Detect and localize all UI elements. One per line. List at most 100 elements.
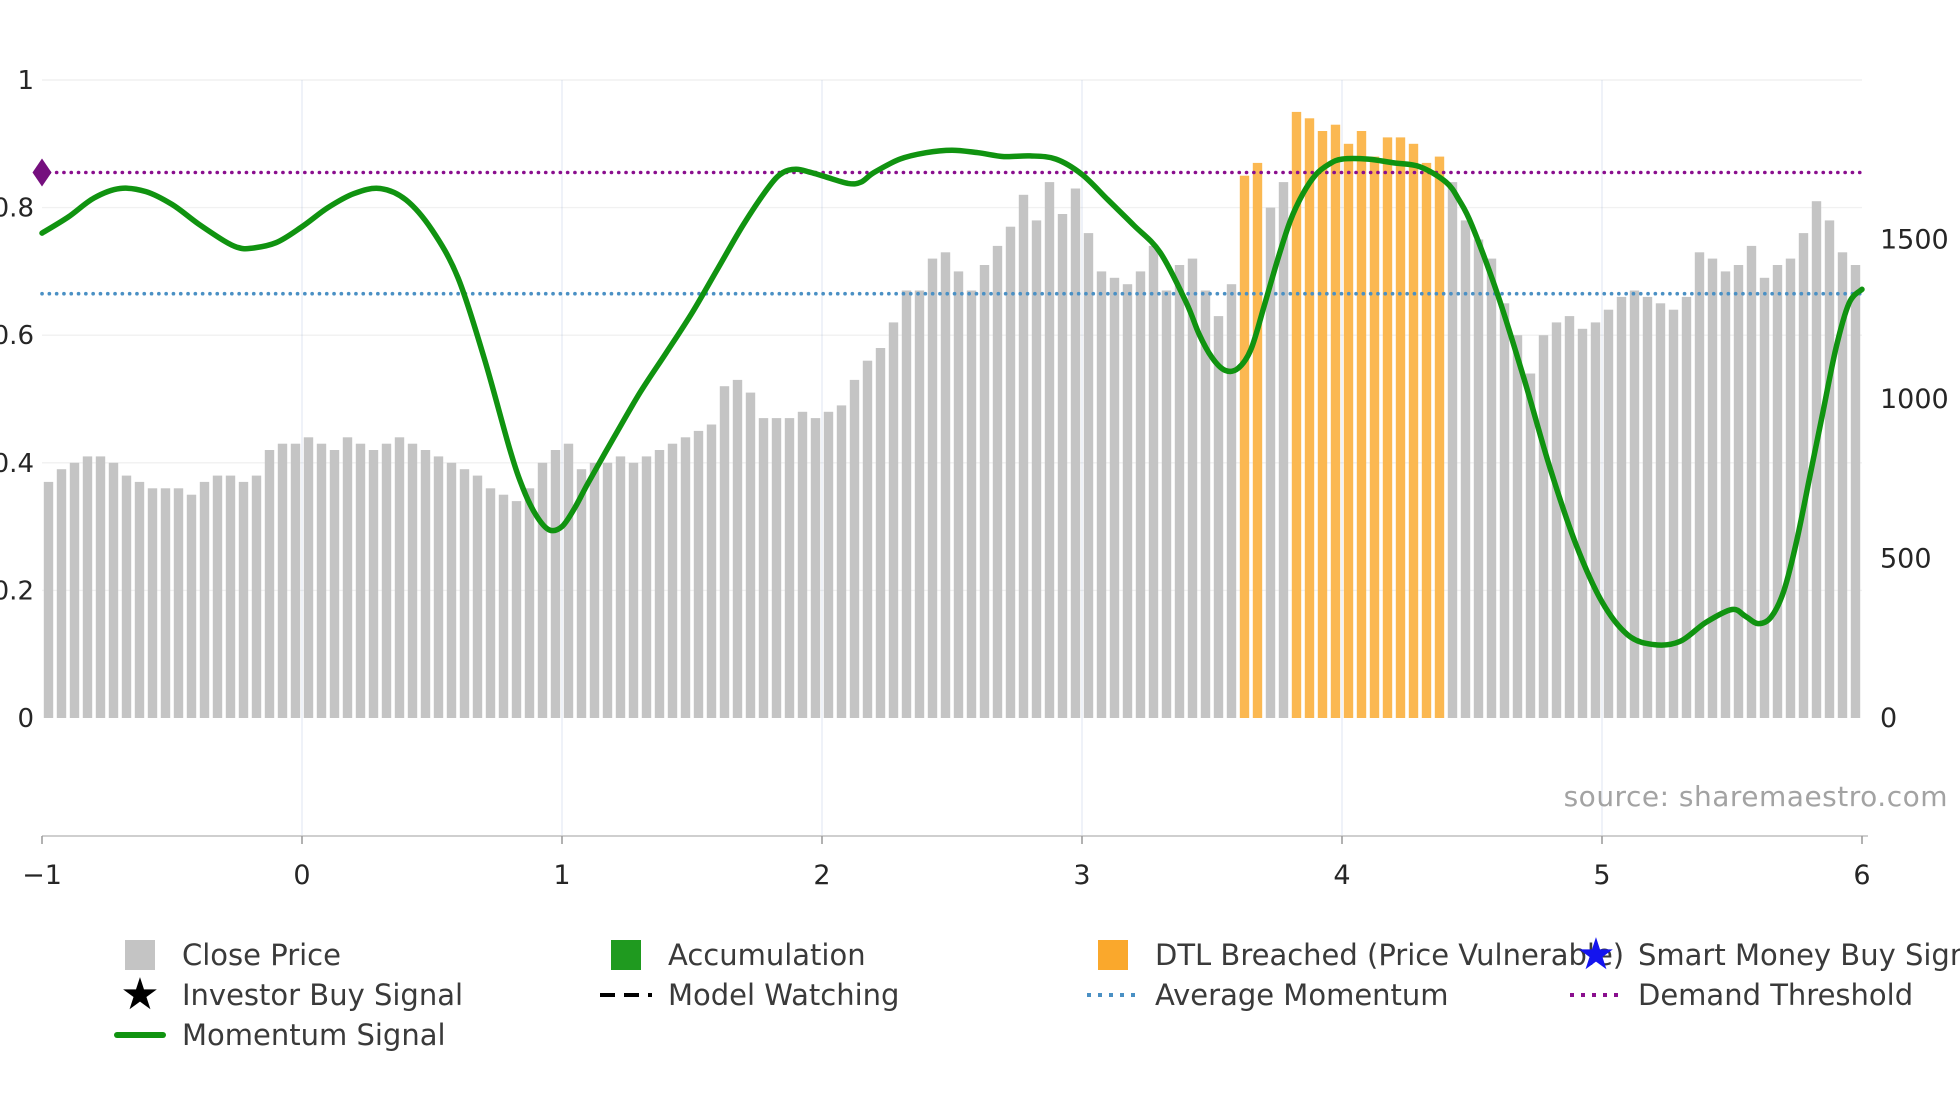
average-momentum-swatch-icon: [1085, 993, 1141, 997]
price-bar: [680, 437, 691, 718]
price-bar: [1148, 245, 1159, 718]
price-bar: [56, 469, 67, 718]
price-bar: [1057, 214, 1068, 718]
price-bar: [602, 462, 613, 718]
price-bar: [1629, 290, 1640, 718]
legend-item-demand-threshold: Demand Threshold: [1568, 975, 1913, 1015]
price-bar: [1122, 284, 1133, 718]
price-bar: [134, 481, 145, 718]
price-bar-breached: [1369, 156, 1380, 719]
price-bar: [1720, 271, 1731, 718]
price-bar: [1070, 188, 1081, 718]
legend-label: Accumulation: [668, 938, 866, 972]
price-bar: [862, 360, 873, 718]
legend-label: Demand Threshold: [1638, 978, 1914, 1012]
price-momentum-chart: −1 0 1 2 3 4 5 6 0 0.2 0.4 0.6 0.8 1 0 500 1000 1500: [0, 66, 1949, 891]
legend-item-investor-buy-signal: ★ Investor Buy Signal: [112, 969, 464, 1020]
price-bar: [1512, 335, 1523, 718]
legend-item-close-price: Close Price: [112, 935, 341, 975]
x-tick-label: 1: [553, 860, 570, 891]
price-bar: [1265, 207, 1276, 718]
price-bar: [1005, 226, 1016, 718]
price-bar: [1733, 265, 1744, 718]
demand-threshold-marker: [32, 158, 52, 187]
price-bar: [186, 494, 197, 718]
left-tick-label: 0.6: [0, 321, 34, 351]
price-bar: [394, 437, 405, 718]
price-bar-breached: [1317, 131, 1328, 718]
legend-label: Smart Money Buy Signal: [1638, 938, 1960, 972]
price-bar: [290, 443, 301, 718]
price-bar: [927, 258, 938, 718]
price-bar: [472, 475, 483, 718]
price-bar: [667, 443, 678, 718]
price-bar: [1473, 239, 1484, 718]
price-bar: [1278, 182, 1289, 719]
price-bar-breached: [1291, 111, 1302, 718]
legend-label: Momentum Signal: [182, 1018, 446, 1052]
price-bar-breached: [1395, 137, 1406, 718]
price-bar: [1811, 201, 1822, 718]
star-icon: ★: [120, 969, 160, 1020]
price-bar: [1746, 245, 1757, 718]
price-bar: [758, 418, 769, 718]
price-bar: [641, 456, 652, 718]
price-bar: [95, 456, 106, 718]
price-bar: [589, 462, 600, 718]
price-bar: [1655, 303, 1666, 718]
price-bar: [355, 443, 366, 718]
square-swatch-icon: [125, 940, 155, 970]
price-bar: [953, 271, 964, 718]
right-tick-label: 0: [1880, 703, 1897, 734]
price-bar: [199, 481, 210, 718]
price-bar-breached: [1239, 175, 1250, 718]
price-bar: [160, 488, 171, 718]
left-tick-label: 0.4: [0, 449, 34, 479]
price-bar: [1772, 265, 1783, 718]
price-bar: [1577, 328, 1588, 718]
price-bar: [147, 488, 158, 718]
x-tick-label: 0: [293, 860, 310, 891]
x-tick-label: −1: [22, 860, 62, 891]
price-bar: [1668, 309, 1679, 718]
legend-item-smart-money-buy-signal: ★ Smart Money Buy Signal: [1568, 933, 1960, 977]
right-tick-label: 1500: [1880, 225, 1949, 256]
price-bar: [329, 450, 340, 718]
price-bar: [212, 475, 223, 718]
price-bar: [420, 450, 431, 718]
price-bar: [1850, 265, 1861, 718]
price-bar: [654, 450, 665, 718]
left-tick-label: 1: [17, 66, 34, 96]
price-bar: [1499, 303, 1510, 718]
price-bar: [1616, 296, 1627, 718]
legend-label: Model Watching: [668, 978, 900, 1012]
price-bar: [1603, 309, 1614, 718]
price-bar-breached: [1330, 124, 1341, 718]
price-bar: [1525, 373, 1536, 718]
price-bar: [1447, 182, 1458, 719]
price-bar: [797, 411, 808, 718]
price-bar: [576, 469, 587, 718]
x-tick-label: 2: [813, 860, 830, 891]
price-bar: [381, 443, 392, 718]
price-bar: [498, 494, 509, 718]
price-bar: [1096, 271, 1107, 718]
price-bar: [69, 462, 80, 718]
legend-label: Investor Buy Signal: [182, 978, 464, 1012]
price-bar: [121, 475, 132, 718]
model-watching-swatch-icon: [598, 993, 654, 997]
square-swatch-icon: [611, 940, 641, 970]
price-bar-breached: [1343, 143, 1354, 719]
price-bar: [1135, 271, 1146, 718]
price-bar: [849, 379, 860, 718]
price-bar: [732, 379, 743, 718]
left-tick-label: 0.2: [0, 576, 34, 606]
price-bar: [693, 430, 704, 718]
legend-label: DTL Breached (Price Vulnerable): [1155, 938, 1625, 972]
price-bar: [238, 481, 249, 718]
price-bar: [992, 245, 1003, 718]
price-bar: [719, 386, 730, 718]
legend-item-dtl-breached-price-vulnerable: DTL Breached (Price Vulnerable): [1085, 935, 1624, 975]
price-bar: [979, 265, 990, 718]
x-tick-label: 6: [1853, 860, 1870, 891]
